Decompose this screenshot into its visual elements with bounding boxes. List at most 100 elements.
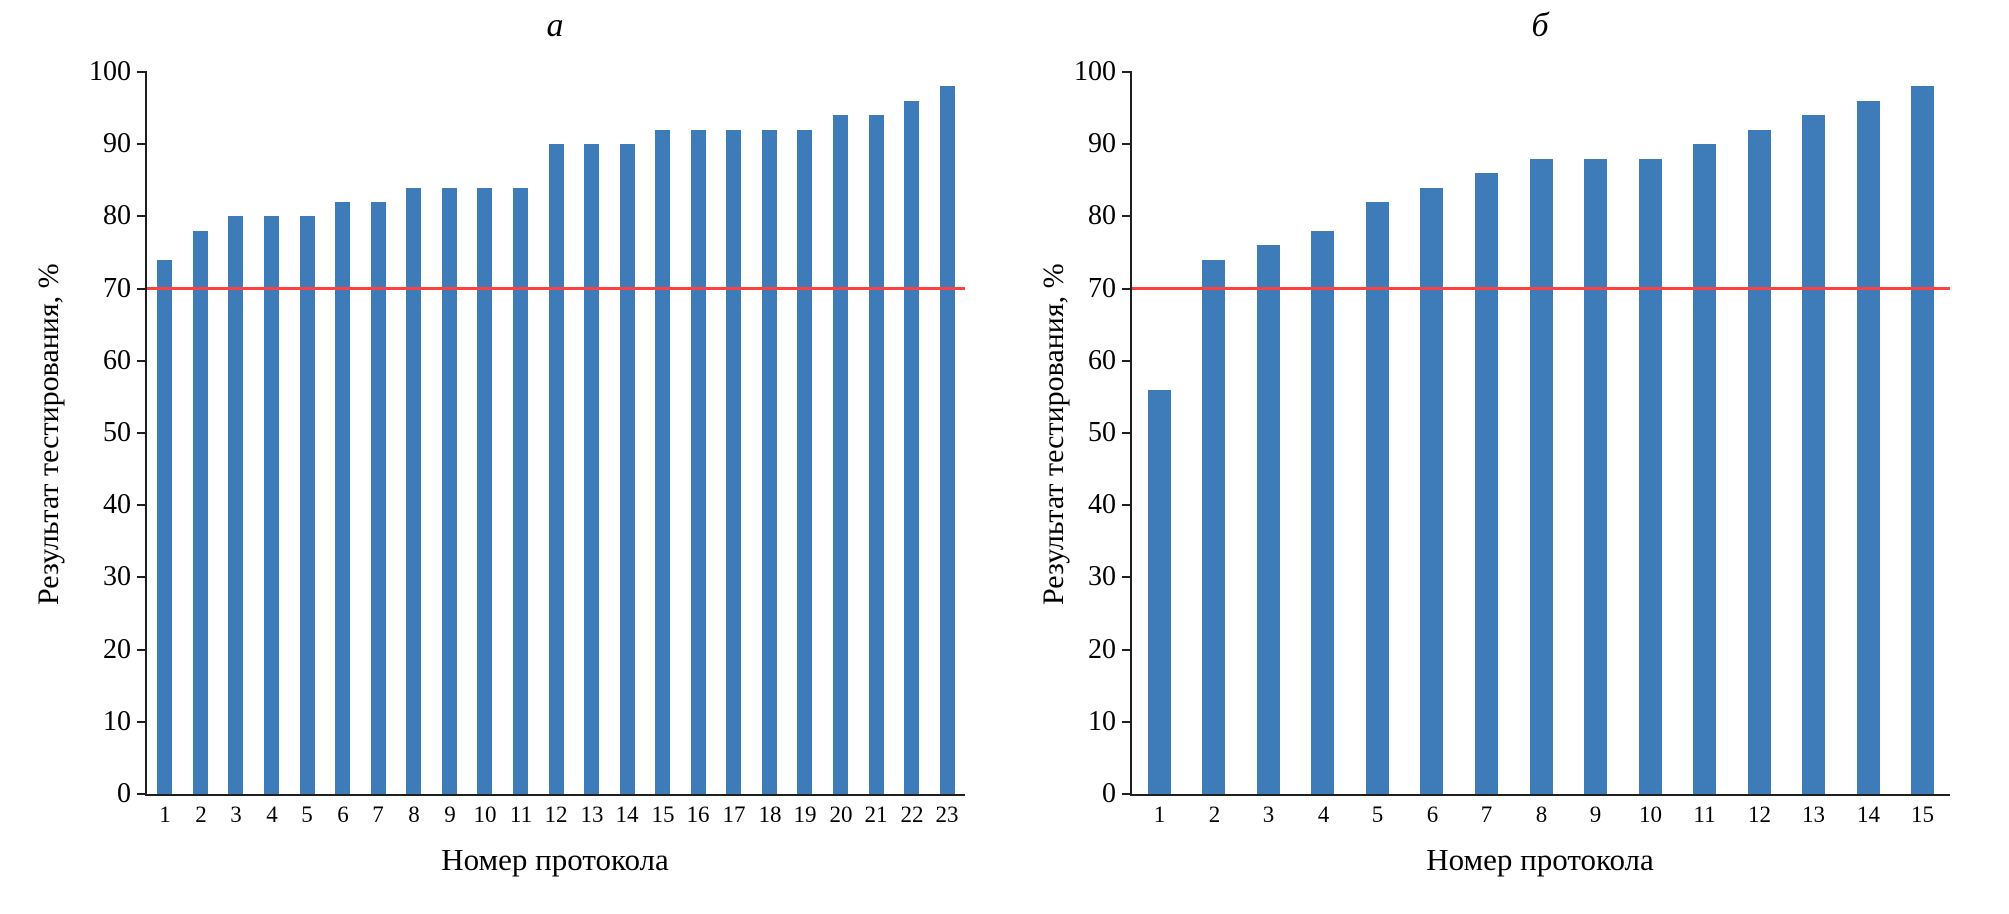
- panel-title-a: а: [546, 7, 564, 44]
- chart-panel-b: б Результат тестирования, % 0 10 20 30 40 50 6…: [1005, 0, 2009, 914]
- bar-protocol-3: [1257, 245, 1280, 794]
- bar-protocol-17: [726, 130, 741, 794]
- y-tick-label: 80: [103, 200, 131, 232]
- x-tick-label: 1: [159, 802, 171, 827]
- y-tick-label: 40: [1088, 489, 1116, 521]
- y-tick-mark: [137, 576, 147, 579]
- bar-protocol-21: [869, 115, 884, 794]
- x-tick-label: 13: [580, 802, 604, 827]
- y-tick-label: 90: [1088, 128, 1116, 160]
- bar-protocol-20: [833, 115, 848, 794]
- x-tick-label: 11: [1693, 802, 1716, 827]
- y-tick-mark: [1122, 287, 1132, 290]
- bar-protocol-10: [477, 188, 492, 794]
- x-tick-label: 5: [1371, 802, 1384, 827]
- x-tick-label: 6: [337, 802, 349, 827]
- y-tick-mark: [137, 720, 147, 723]
- bar-protocol-1: [157, 260, 172, 794]
- bar-protocol-4: [1311, 231, 1334, 794]
- x-tick-label: 1: [1153, 802, 1166, 827]
- x-tick-label: 9: [444, 802, 456, 827]
- x-tick-label: 3: [1262, 802, 1275, 827]
- x-tick-label: 21: [864, 802, 888, 827]
- y-tick-label: 40: [103, 489, 131, 521]
- x-tick-label: 14: [1857, 802, 1880, 827]
- bar-protocol-12: [549, 144, 564, 794]
- x-tick-label: 5: [301, 802, 313, 827]
- x-tick-label: 15: [651, 802, 675, 827]
- y-tick-mark: [137, 143, 147, 146]
- y-tick-mark: [1122, 720, 1132, 723]
- bar-protocol-8: [1530, 159, 1553, 794]
- bar-protocol-7: [371, 202, 386, 794]
- x-tick-label: 11: [509, 802, 533, 827]
- y-tick-mark: [1122, 71, 1132, 73]
- bar-protocol-3: [228, 216, 243, 794]
- bar-protocol-13: [584, 144, 599, 794]
- x-tick-label: 22: [900, 802, 924, 827]
- y-tick-mark: [1122, 432, 1132, 434]
- y-tick-mark: [137, 215, 147, 218]
- y-tick-mark: [1122, 215, 1132, 218]
- bar-protocol-22: [904, 101, 919, 794]
- bar-protocol-11: [513, 188, 528, 794]
- threshold-line: [1132, 287, 1950, 291]
- y-tick-label: 100: [1074, 56, 1116, 87]
- x-tick-label: 10: [473, 802, 497, 827]
- y-tick-mark: [1122, 648, 1132, 651]
- x-tick-label: 6: [1426, 802, 1439, 827]
- x-tick-label: 10: [1639, 802, 1662, 827]
- x-tick-label: 23: [935, 802, 959, 827]
- y-tick-label: 70: [103, 272, 131, 304]
- x-tick-label: 20: [829, 802, 853, 827]
- x-tick-label: 8: [408, 802, 420, 827]
- plot-area: 0 10 20 30 40 50 60 70 80 90 100 1 2 3 4 5 6 7 8 9 10 11 12 13 1…: [89, 56, 965, 827]
- y-tick-label: 60: [103, 344, 131, 376]
- x-tick-label: 16: [686, 802, 710, 827]
- x-axis-title: Номер протокола: [441, 842, 669, 877]
- bar-protocol-11: [1693, 144, 1716, 794]
- y-tick-label: 60: [1088, 344, 1116, 376]
- bar-protocol-14: [620, 144, 635, 794]
- y-tick-mark: [1122, 143, 1132, 146]
- y-tick-mark: [1122, 793, 1132, 795]
- x-tick-label: 2: [195, 802, 207, 827]
- y-tick-label: 70: [1088, 272, 1116, 304]
- y-tick-mark: [137, 504, 147, 507]
- y-tick-label: 30: [103, 561, 131, 593]
- bar-protocol-10: [1639, 159, 1662, 794]
- bar-protocol-6: [1420, 188, 1443, 794]
- bar-protocol-2: [1202, 260, 1225, 794]
- x-tick-label: 3: [230, 802, 242, 827]
- y-tick-label: 30: [1088, 561, 1116, 593]
- x-tick-label: 12: [544, 802, 568, 827]
- y-tick-label: 10: [103, 705, 131, 737]
- y-tick-label: 100: [89, 56, 131, 87]
- bar-protocol-6: [335, 202, 350, 794]
- x-tick-label: 7: [372, 802, 384, 827]
- y-tick-label: 10: [1088, 705, 1116, 737]
- bar-protocol-15: [655, 130, 670, 794]
- bar-protocol-12: [1748, 130, 1771, 794]
- y-tick-label: 90: [103, 128, 131, 160]
- bar-protocol-13: [1802, 115, 1825, 794]
- y-tick-mark: [137, 71, 147, 73]
- bar-protocol-4: [264, 216, 279, 794]
- y-tick-label: 80: [1088, 200, 1116, 232]
- x-tick-label: 2: [1208, 802, 1221, 827]
- x-tick-label: 8: [1535, 802, 1548, 827]
- x-tick-label: 14: [615, 802, 639, 827]
- bar-protocol-9: [1584, 159, 1607, 794]
- threshold-line: [147, 287, 965, 291]
- x-tick-label: 13: [1802, 802, 1825, 827]
- y-tick-mark: [1122, 576, 1132, 579]
- bar-protocol-8: [406, 188, 421, 794]
- bar-protocol-15: [1911, 86, 1934, 794]
- bar-protocol-1: [1148, 390, 1171, 794]
- plot-area: 0 10 20 30 40 50 60 70 80 90 100 1 2 3 4 5 6 7 8 9 10 11 12 13 1…: [1074, 56, 1950, 827]
- y-tick-label: 20: [1088, 633, 1116, 665]
- panel-title-b: б: [1531, 7, 1549, 44]
- x-tick-label: 9: [1589, 802, 1602, 827]
- x-tick-label: 18: [758, 802, 782, 827]
